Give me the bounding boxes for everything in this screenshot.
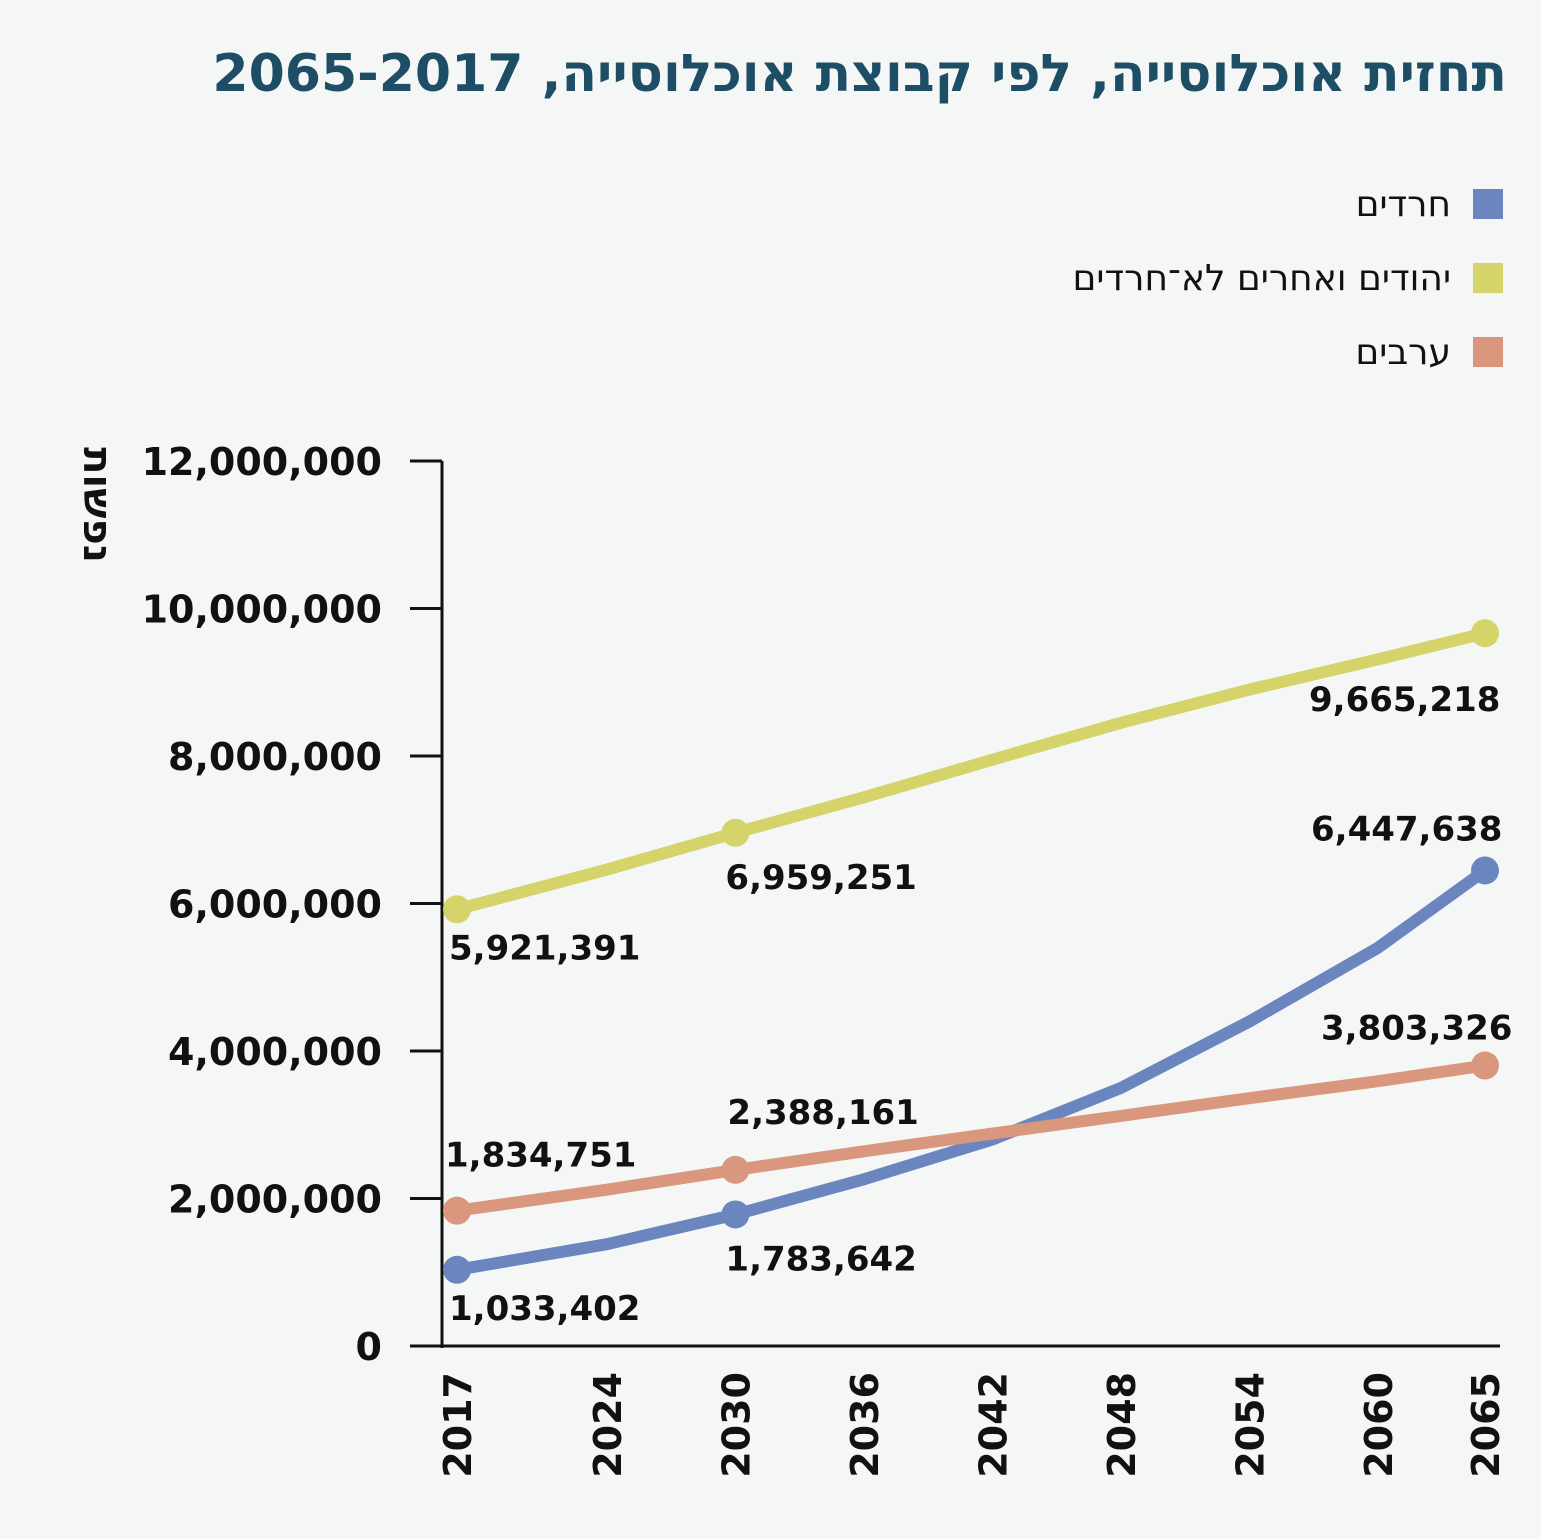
- data-label-non-haredi-jews: 5,921,391: [449, 928, 640, 968]
- data-labels: 1,033,402 1,783,642 6,447,638 5,921,391 6,95…: [445, 680, 1512, 1329]
- legend-swatch-arabs: [1473, 337, 1503, 367]
- data-point-arabs: [721, 1155, 750, 1184]
- y-tick-label: 8,000,000: [168, 735, 382, 779]
- legend-swatch-non-haredi-jews: [1473, 263, 1503, 293]
- legend-label-haredim: חרדים: [1355, 183, 1451, 225]
- axes: 0 2,000,000 4,000,000 6,000,000 8,000,000 10,…: [74, 440, 1508, 1478]
- x-tick-label: 2065: [1464, 1372, 1508, 1478]
- x-tick-label: 2030: [714, 1372, 758, 1478]
- y-tick-label: 4,000,000: [168, 1030, 382, 1074]
- series-points: [443, 619, 1499, 1284]
- x-tick-label: 2024: [586, 1372, 630, 1478]
- data-point-non-haredi-jews: [721, 818, 750, 847]
- x-tick-label: 2060: [1357, 1372, 1401, 1478]
- legend-item-haredim: חרדים: [1073, 183, 1503, 225]
- chart-title: תחזית אוכלוסייה, לפי קבוצת אוכלוסייה, 20…: [212, 44, 1507, 104]
- series-lines: [451, 627, 1491, 1276]
- y-tick-label: 0: [356, 1325, 382, 1369]
- x-tick-label: 2036: [843, 1372, 887, 1478]
- legend-item-non-haredi-jews: יהודים ואחרים לא־חרדים: [1072, 257, 1503, 299]
- y-tick-label: 10,000,000: [142, 588, 382, 632]
- data-label-non-haredi-jews: 6,959,251: [725, 858, 916, 898]
- data-point-non-haredi-jews: [1471, 619, 1499, 648]
- x-tick-label: 2017: [436, 1372, 480, 1478]
- x-tick-label: 2042: [971, 1372, 1015, 1478]
- series-line-non-haredi-jews: [451, 627, 1491, 916]
- data-point-haredim: [721, 1200, 750, 1229]
- data-label-haredim: 1,783,642: [725, 1239, 916, 1279]
- data-label-haredim: 1,033,402: [449, 1289, 640, 1329]
- legend-item-arabs: ערבים: [1073, 331, 1503, 373]
- data-point-arabs: [443, 1196, 471, 1225]
- data-label-arabs: 2,388,161: [727, 1093, 918, 1133]
- data-label-arabs: 1,834,751: [445, 1136, 636, 1176]
- data-point-non-haredi-jews: [443, 895, 471, 924]
- data-label-haredim: 6,447,638: [1311, 809, 1502, 849]
- data-point-haredim: [443, 1255, 471, 1284]
- legend-label-arabs: ערבים: [1355, 331, 1451, 373]
- legend-swatch-haredim: [1473, 189, 1503, 219]
- y-tick-label: 2,000,000: [168, 1178, 382, 1222]
- data-label-arabs: 3,803,326: [1321, 1009, 1512, 1049]
- series-line-arabs: [451, 1059, 1491, 1217]
- legend: חרדים יהודים ואחרים לא־חרדים ערבים: [1072, 183, 1503, 407]
- data-point-haredim: [1471, 856, 1499, 885]
- data-label-non-haredi-jews: 9,665,218: [1309, 680, 1500, 720]
- y-tick-label: 6,000,000: [168, 883, 382, 927]
- x-tick-label: 2054: [1228, 1372, 1272, 1478]
- legend-label-non-haredi-jews: יהודים ואחרים לא־חרדים: [1072, 257, 1451, 299]
- y-axis-title: נפשות: [74, 447, 120, 563]
- x-tick-label: 2048: [1100, 1372, 1144, 1478]
- y-tick-label: 12,000,000: [142, 440, 382, 484]
- data-point-arabs: [1471, 1051, 1499, 1080]
